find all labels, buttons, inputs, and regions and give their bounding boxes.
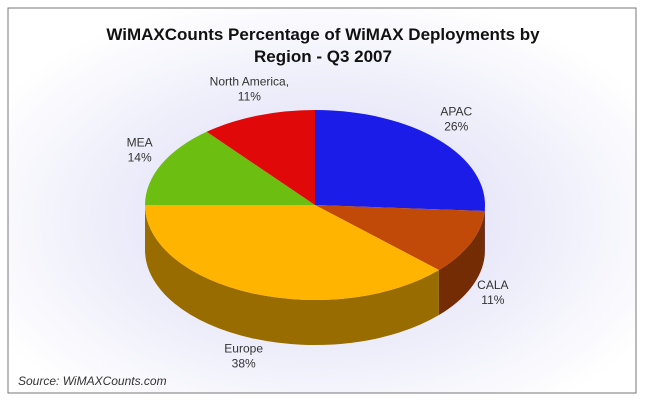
slice-label: MEA 14% <box>127 135 153 164</box>
source: Source: WiMAXCounts.com <box>18 374 167 388</box>
pie-tops <box>145 110 485 300</box>
slice-side <box>145 205 439 346</box>
pie-sides <box>145 205 486 346</box>
slice <box>315 110 485 211</box>
slice-value: 38% <box>232 356 256 370</box>
slice-name: APAC <box>440 105 472 119</box>
slice <box>206 110 315 205</box>
slice <box>315 205 485 271</box>
slice-value: 14% <box>128 150 152 164</box>
slice <box>145 205 439 300</box>
slice-label: North America, 11% <box>210 74 289 103</box>
chart-title: WiMAXCounts Percentage of WiMAX Deployme… <box>106 25 540 66</box>
slice-name: MEA <box>127 135 153 149</box>
slice <box>145 131 315 205</box>
slice-label: Europe 38% <box>224 341 263 370</box>
slice-value: 11% <box>481 293 504 307</box>
slice-name: CALA <box>477 278 508 292</box>
slice-label: CALA 11% <box>477 278 508 307</box>
slice-value: 11% <box>238 89 261 103</box>
slice-side <box>438 210 485 316</box>
slice-name: Europe <box>224 341 263 355</box>
slice-name: North America, <box>210 74 289 88</box>
slice-value: 26% <box>444 120 468 134</box>
slice-label: APAC 26% <box>440 105 472 134</box>
pie: APAC 26%CALA 11%Europe 38%MEA 14%North Ameri… <box>127 74 509 370</box>
